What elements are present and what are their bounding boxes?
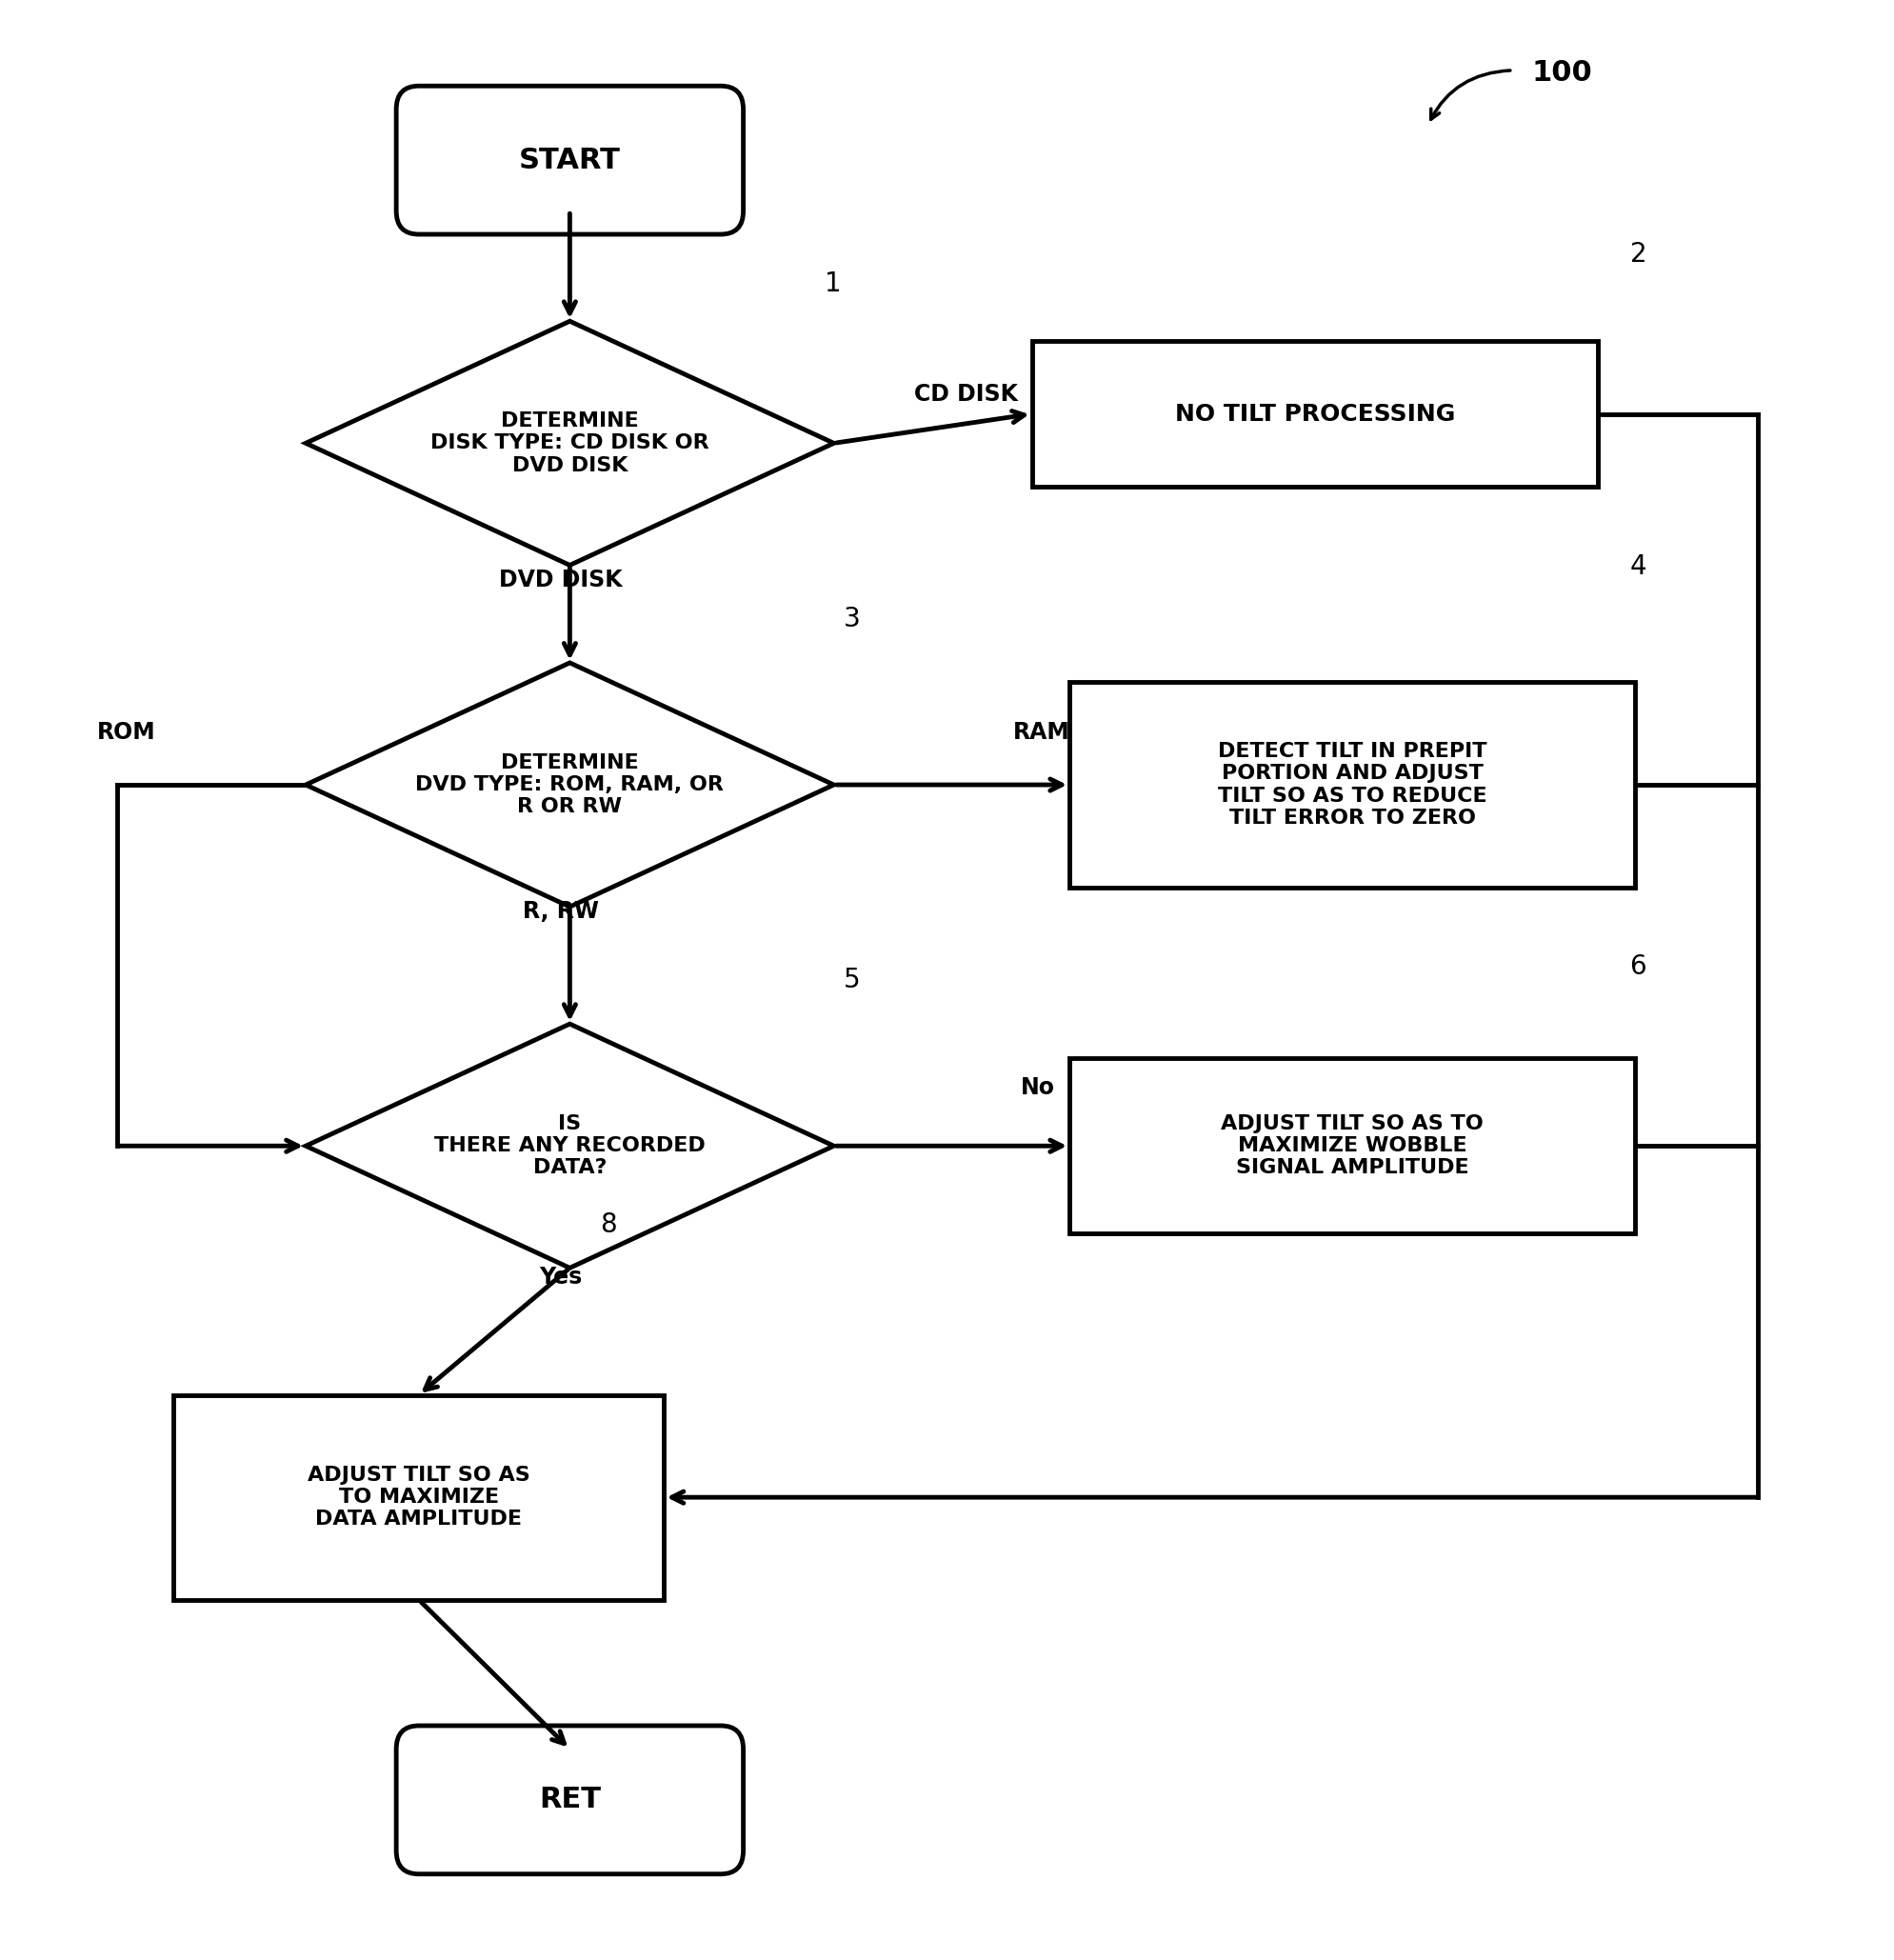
Polygon shape <box>305 1023 833 1268</box>
Text: 100: 100 <box>1532 59 1593 86</box>
Bar <box>1070 1058 1635 1233</box>
Text: RET: RET <box>538 1786 600 1813</box>
Text: ADJUST TILT SO AS
TO MAXIMIZE
DATA AMPLITUDE: ADJUST TILT SO AS TO MAXIMIZE DATA AMPLI… <box>307 1466 530 1529</box>
Bar <box>174 1396 665 1599</box>
Polygon shape <box>305 662 833 907</box>
Text: DVD DISK: DVD DISK <box>498 568 621 592</box>
Text: DETECT TILT IN PREPIT
PORTION AND ADJUST
TILT SO AS TO REDUCE
TILT ERROR TO ZERO: DETECT TILT IN PREPIT PORTION AND ADJUST… <box>1218 743 1487 827</box>
Text: DETERMINE
DVD TYPE: ROM, RAM, OR
R OR RW: DETERMINE DVD TYPE: ROM, RAM, OR R OR RW <box>415 753 724 817</box>
Text: RAM: RAM <box>1013 721 1070 743</box>
Text: 2: 2 <box>1629 241 1646 267</box>
FancyBboxPatch shape <box>396 86 742 235</box>
Text: 6: 6 <box>1629 953 1646 980</box>
Text: 5: 5 <box>843 966 860 994</box>
Text: START: START <box>519 147 621 174</box>
Text: ADJUST TILT SO AS TO
MAXIMIZE WOBBLE
SIGNAL AMPLITUDE: ADJUST TILT SO AS TO MAXIMIZE WOBBLE SIG… <box>1222 1115 1483 1178</box>
Text: DETERMINE
DISK TYPE: CD DISK OR
DVD DISK: DETERMINE DISK TYPE: CD DISK OR DVD DISK <box>430 412 708 474</box>
FancyBboxPatch shape <box>396 1725 742 1874</box>
Text: IS
THERE ANY RECORDED
DATA?: IS THERE ANY RECORDED DATA? <box>434 1115 705 1178</box>
Text: 8: 8 <box>600 1211 617 1237</box>
Text: ROM: ROM <box>97 721 155 743</box>
Polygon shape <box>305 321 833 564</box>
Text: R, RW: R, RW <box>523 900 599 923</box>
Text: 1: 1 <box>824 270 841 296</box>
Bar <box>1032 341 1599 488</box>
Text: 4: 4 <box>1629 553 1646 580</box>
Bar <box>1070 682 1635 888</box>
Text: CD DISK: CD DISK <box>915 382 1017 406</box>
Text: No: No <box>1021 1076 1055 1100</box>
Text: Yes: Yes <box>538 1266 581 1288</box>
Text: 3: 3 <box>843 606 860 633</box>
Text: NO TILT PROCESSING: NO TILT PROCESSING <box>1174 402 1455 425</box>
